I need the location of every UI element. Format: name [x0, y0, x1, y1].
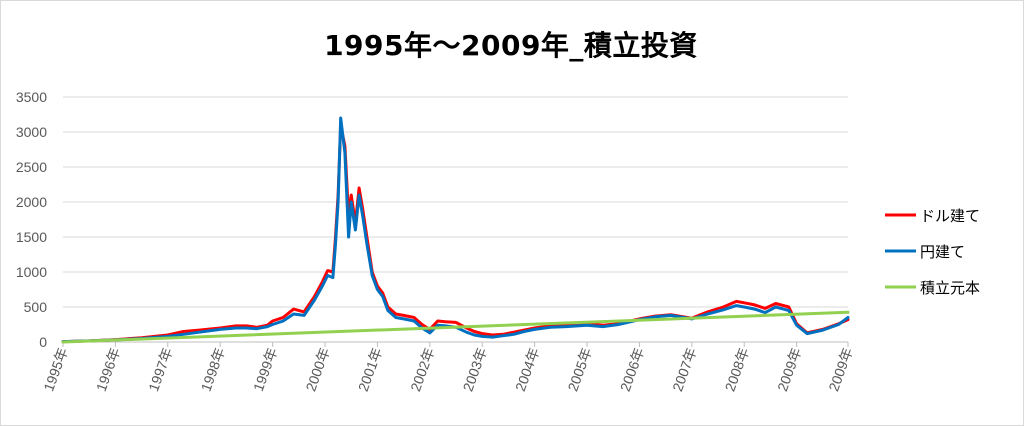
x-tick-label: 2000年	[302, 346, 332, 394]
y-tick-label: 2500	[16, 159, 47, 175]
x-tick-label: 2003年	[460, 346, 490, 394]
x-tick-label: 2007年	[669, 346, 699, 394]
y-tick-label: 1000	[16, 264, 47, 280]
y-tick-label: 3000	[16, 124, 47, 140]
x-tick-label: 2006年	[617, 346, 647, 394]
y-tick-label: 0	[39, 334, 47, 350]
y-tick-label: 2000	[16, 194, 47, 210]
x-tick-label: 1997年	[145, 346, 175, 394]
x-tick-label: 2004年	[512, 346, 542, 394]
legend-label: ドル建て	[920, 207, 980, 225]
series-line-2	[61, 116, 850, 344]
x-tick-label: 1998年	[198, 346, 228, 394]
chart-title: 1995年～2009年_積立投資	[324, 29, 698, 62]
x-tick-label: 2009年	[825, 346, 855, 394]
y-tick-label: 1500	[16, 229, 47, 245]
x-tick-label: 2001年	[355, 346, 385, 394]
x-tick-label: 2005年	[564, 346, 594, 394]
y-tick-label: 500	[24, 299, 48, 315]
y-tick-label: 3500	[16, 89, 47, 105]
legend-label: 積立元本	[920, 279, 980, 297]
x-tick-label: 1995年	[40, 346, 70, 394]
x-tick-label: 2008年	[722, 346, 752, 394]
legend-label: 円建て	[920, 243, 965, 261]
x-tick-label: 1999年	[250, 346, 280, 394]
x-tick-label: 2009年	[774, 346, 804, 394]
x-tick-label: 2002年	[407, 346, 437, 394]
x-tick-label: 1996年	[93, 346, 123, 394]
series-line-3	[61, 310, 850, 344]
series-line-1	[61, 123, 850, 344]
